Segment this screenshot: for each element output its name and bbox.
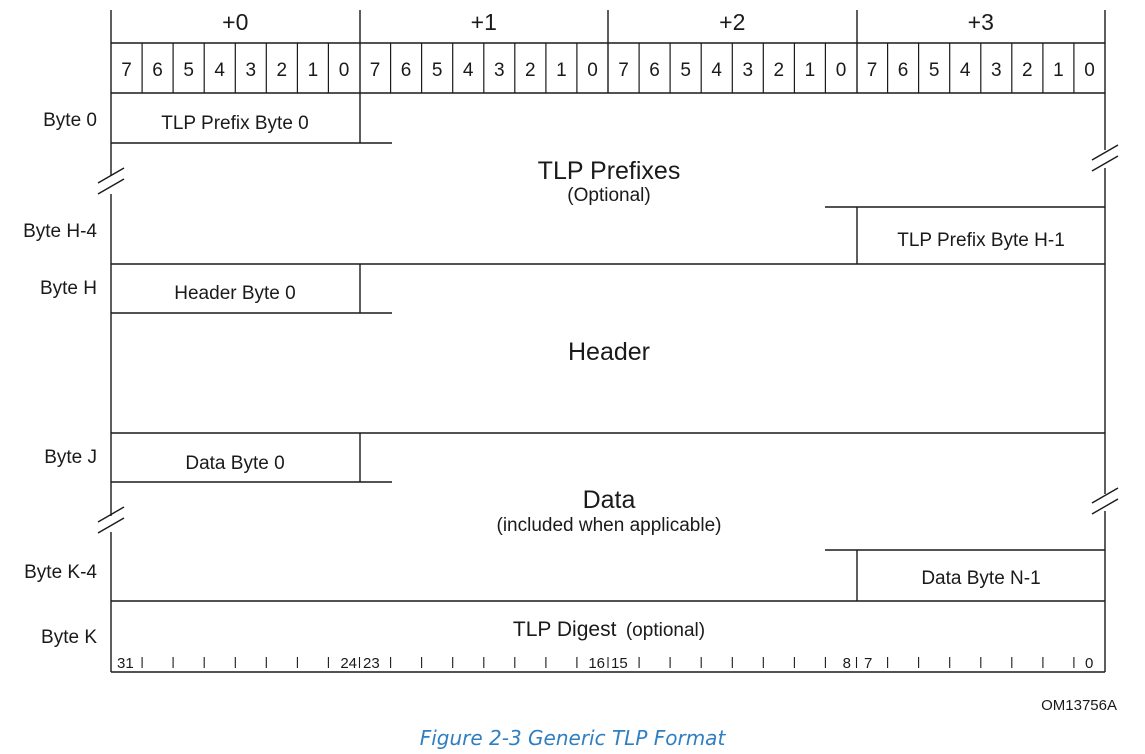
bit-number-16: 16: [588, 655, 605, 672]
byte-offset-label: +2: [719, 9, 745, 35]
field-tlp-prefixes-note: (Optional): [567, 185, 650, 206]
field-tlp-digest: TLP Digest (optional): [513, 618, 705, 641]
bit-number-31: 31: [117, 655, 134, 672]
bit-label: 1: [308, 60, 319, 81]
bit-label: 2: [774, 60, 785, 81]
row-label-byte-j: Byte J: [44, 447, 97, 468]
bit-label: 4: [463, 60, 474, 81]
bit-label: 4: [960, 60, 971, 81]
field-data: Data: [583, 486, 636, 514]
bit-label: 0: [836, 60, 847, 81]
field-tlp-prefix-byte-h1: TLP Prefix Byte H-1: [897, 230, 1065, 251]
bit-label: 0: [587, 60, 598, 81]
row-label-byte-k: Byte K: [41, 627, 97, 648]
row-label-byte-k4: Byte K-4: [24, 562, 97, 583]
bit-label: 1: [556, 60, 567, 81]
bit-label: 0: [1084, 60, 1095, 81]
byte-offset-label: +0: [222, 9, 248, 35]
bit-label: 6: [401, 60, 412, 81]
byte-offset-label: +3: [968, 9, 994, 35]
bit-number-0: 0: [1085, 655, 1093, 672]
bit-label: 4: [214, 60, 225, 81]
field-tlp-digest-label: TLP Digest: [513, 618, 617, 641]
bit-label: 5: [929, 60, 940, 81]
bit-label: 7: [121, 60, 132, 81]
field-data-byte-n1: Data Byte N-1: [921, 568, 1040, 589]
bit-label: 5: [680, 60, 691, 81]
bit-label: 2: [277, 60, 288, 81]
bit-label: 3: [991, 60, 1002, 81]
bit-label: 7: [867, 60, 878, 81]
bit-separators: [141, 43, 1075, 93]
field-tlp-prefix-byte-0: TLP Prefix Byte 0: [161, 113, 309, 134]
bit-number-23: 23: [363, 655, 380, 672]
bit-label: 5: [432, 60, 443, 81]
row-label-byte-h: Byte H: [40, 278, 97, 299]
bit-ruler: 31 24 23 16 15 8 7 0: [117, 655, 1093, 672]
field-data-note: (included when applicable): [497, 515, 722, 536]
bit-number-8: 8: [843, 655, 851, 672]
bit-number-24: 24: [340, 655, 357, 672]
bit-number-15: 15: [611, 655, 628, 672]
row-labels: Byte 0 Byte H-4 Byte H Byte J Byte K-4 B…: [23, 110, 97, 648]
bit-label: 3: [743, 60, 754, 81]
bit-label: 6: [649, 60, 660, 81]
bit-label: 2: [525, 60, 536, 81]
bit-label: 7: [370, 60, 381, 81]
bit-label: 1: [805, 60, 816, 81]
bit-label: 5: [183, 60, 194, 81]
byte-offset-label: +1: [471, 9, 497, 35]
bit-label: 2: [1022, 60, 1033, 81]
bit-label: 4: [711, 60, 722, 81]
bit-label: 1: [1053, 60, 1064, 81]
field-data-byte-0: Data Byte 0: [185, 453, 284, 474]
frame: [110, 10, 1106, 673]
figure-id: OM13756A: [1041, 697, 1117, 714]
bit-label: 7: [618, 60, 629, 81]
field-header-byte-0: Header Byte 0: [174, 283, 295, 304]
row-label-byte-h4: Byte H-4: [23, 221, 97, 242]
field-header: Header: [568, 338, 650, 366]
bit-label: 0: [339, 60, 350, 81]
bit-label: 3: [246, 60, 257, 81]
bit-label: 6: [152, 60, 163, 81]
bit-label: 3: [494, 60, 505, 81]
bit-label: 6: [898, 60, 909, 81]
field-tlp-digest-note: (optional): [626, 620, 705, 641]
field-labels: TLP Prefix Byte 0 TLP Prefixes (Optional…: [161, 113, 1065, 641]
break-marks: [97, 144, 1119, 534]
byte-offset-labels: +0 +1 +2 +3: [222, 9, 994, 35]
bit-number-7: 7: [864, 655, 872, 672]
row-label-byte-0: Byte 0: [43, 110, 97, 131]
figure-caption: Figure 2-3 Generic TLP Format: [419, 726, 726, 750]
field-tlp-prefixes: TLP Prefixes: [538, 157, 681, 185]
